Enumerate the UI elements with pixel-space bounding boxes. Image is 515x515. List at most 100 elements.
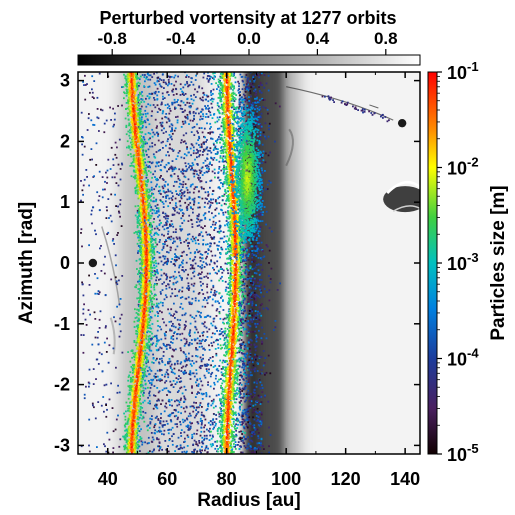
dust-particle xyxy=(156,329,159,332)
dust-particle xyxy=(179,228,182,231)
dust-particle xyxy=(88,244,90,247)
dust-particle xyxy=(186,97,189,100)
dust-particle xyxy=(186,168,189,171)
dust-particle xyxy=(165,116,168,119)
dust-particle xyxy=(165,345,168,348)
dust-particle xyxy=(194,297,197,300)
dust-particle xyxy=(243,408,246,411)
dust-particle xyxy=(149,166,151,169)
dust-particle xyxy=(204,136,206,139)
dust-particle xyxy=(160,169,163,172)
dust-particle xyxy=(182,371,184,374)
ring-particle xyxy=(132,399,135,402)
dust-particle xyxy=(210,288,213,291)
dust-particle xyxy=(168,236,171,239)
dust-particle xyxy=(157,306,160,309)
dust-particle xyxy=(253,387,256,390)
dust-particle xyxy=(92,404,94,407)
dust-particle xyxy=(202,261,205,263)
dust-particle xyxy=(144,113,147,115)
dust-particle xyxy=(228,245,230,247)
dust-particle xyxy=(202,392,205,395)
dust-particle xyxy=(257,281,259,284)
dust-particle xyxy=(244,91,247,93)
dust-particle xyxy=(182,183,184,186)
dust-particle xyxy=(176,237,179,240)
dust-particle xyxy=(143,420,146,423)
dust-particle xyxy=(262,295,265,298)
dust-particle xyxy=(250,452,253,454)
dust-particle xyxy=(164,212,167,215)
dust-particle xyxy=(189,363,192,366)
ring-particle xyxy=(127,427,130,430)
ring-particle xyxy=(125,82,128,84)
dust-particle xyxy=(98,318,101,321)
dust-particle xyxy=(251,282,254,285)
dust-particle xyxy=(140,105,143,108)
dust-particle xyxy=(242,413,245,416)
dust-particle xyxy=(243,386,246,389)
dust-particle xyxy=(204,449,206,452)
dust-particle xyxy=(118,279,120,282)
dust-particle xyxy=(156,183,158,186)
dust-particle xyxy=(188,301,191,304)
dust-particle xyxy=(157,272,159,275)
dust-particle xyxy=(240,139,242,141)
dust-particle xyxy=(199,281,202,283)
dust-particle xyxy=(220,146,223,149)
dust-particle xyxy=(388,119,390,122)
dust-particle xyxy=(186,434,189,437)
dust-particle xyxy=(245,314,247,316)
dust-particle xyxy=(243,283,245,285)
dust-particle xyxy=(189,257,191,260)
dust-particle xyxy=(251,396,253,398)
dust-particle xyxy=(160,129,163,132)
dust-particle xyxy=(156,339,159,342)
dust-particle xyxy=(180,100,183,102)
dust-particle xyxy=(182,91,185,94)
dust-particle xyxy=(159,291,162,293)
dust-particle xyxy=(166,194,169,197)
dust-particle xyxy=(207,194,210,197)
dust-particle xyxy=(155,334,158,337)
dust-particle xyxy=(245,74,248,76)
dust-particle xyxy=(82,81,84,83)
dust-particle xyxy=(185,142,187,145)
ring-particle xyxy=(148,293,150,296)
dust-particle xyxy=(167,94,170,96)
dust-particle xyxy=(93,175,95,178)
dust-particle xyxy=(382,117,384,119)
dust-particle xyxy=(171,148,173,151)
dust-particle xyxy=(241,241,243,244)
dust-particle xyxy=(155,207,158,209)
dust-particle xyxy=(154,241,157,244)
dust-particle xyxy=(204,305,207,308)
dust-particle xyxy=(191,240,194,243)
dust-particle xyxy=(170,399,173,401)
dust-particle xyxy=(328,96,331,99)
dust-particle xyxy=(211,138,214,140)
dust-particle xyxy=(261,384,263,387)
dust-particle xyxy=(209,385,212,388)
dust-particle xyxy=(247,276,249,279)
dust-particle xyxy=(172,207,175,209)
dust-particle xyxy=(246,410,248,413)
dust-particle xyxy=(220,230,222,233)
dust-particle xyxy=(171,90,174,93)
dust-particle xyxy=(161,389,164,391)
dust-particle xyxy=(198,277,201,280)
dust-particle xyxy=(179,255,182,257)
dust-particle xyxy=(151,415,153,417)
dust-particle xyxy=(162,255,165,257)
ring-particle xyxy=(135,390,138,393)
dust-particle xyxy=(184,162,187,165)
dust-particle xyxy=(96,108,99,110)
dust-particle xyxy=(84,98,87,101)
outer-vortex-streak xyxy=(386,180,420,194)
dust-particle xyxy=(274,102,277,105)
dust-particle xyxy=(188,196,191,199)
dust-particle xyxy=(93,311,96,314)
dust-particle xyxy=(197,139,199,141)
dust-particle xyxy=(256,237,258,239)
dust-particle xyxy=(221,199,224,201)
